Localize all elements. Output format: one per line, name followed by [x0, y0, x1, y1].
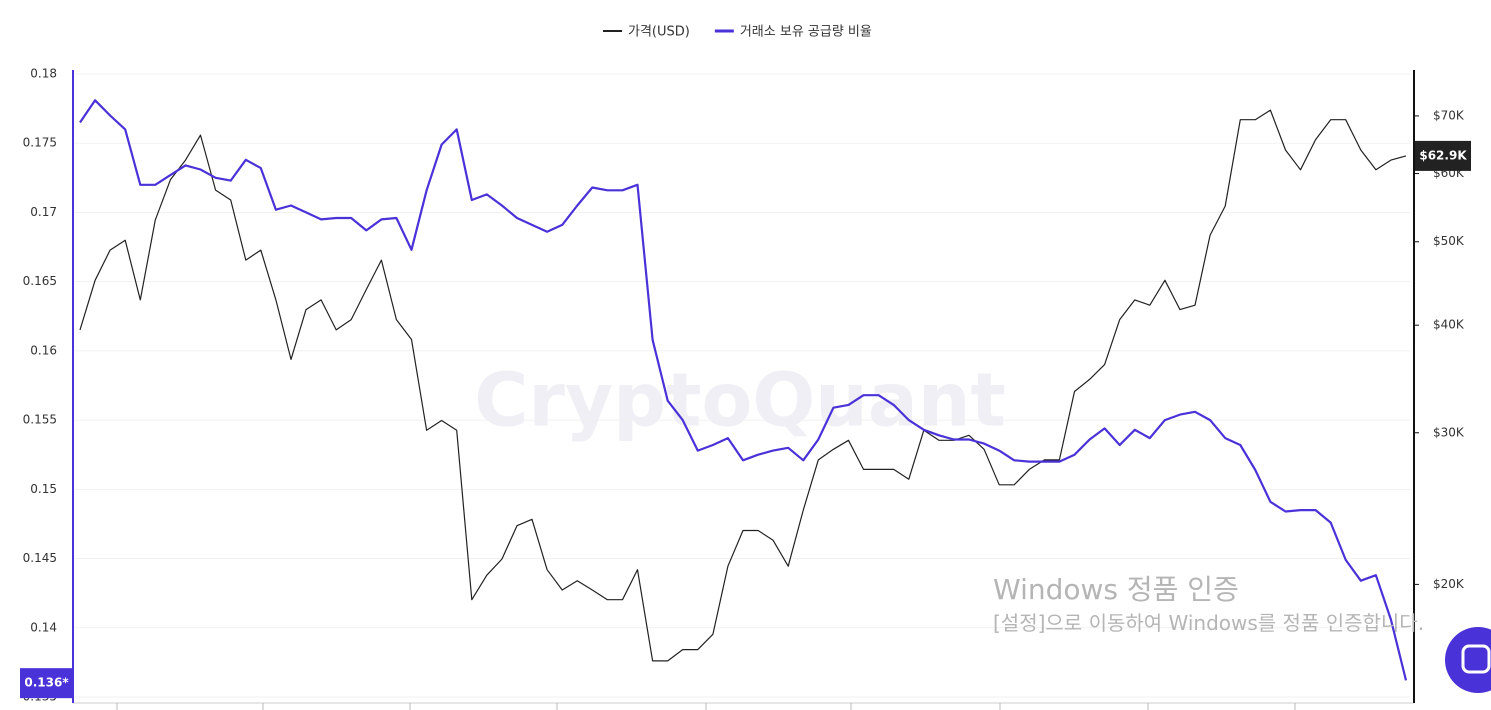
- y-tick-label: 0.14: [30, 620, 57, 634]
- y2-tick-label: $50K: [1433, 234, 1465, 248]
- chat-icon: [1461, 644, 1491, 674]
- y2-tick-label: $70K: [1433, 108, 1465, 122]
- value-badge-label: 0.136*: [24, 676, 69, 690]
- legend-label: 거래소 보유 공급량 비율: [740, 25, 872, 40]
- y2-tick-label: $30K: [1433, 425, 1465, 439]
- legend-label: 가격(USD): [628, 25, 690, 40]
- activation-body: [설정]으로 이동하여 Windows를 정품 인증합니다.: [993, 611, 1425, 635]
- y2-tick-label: $20K: [1433, 577, 1465, 591]
- y-tick-label: 0.16: [30, 343, 57, 357]
- value-badge: [1415, 140, 1471, 171]
- y-tick-label: 0.15: [30, 482, 57, 496]
- y2-tick-label: $40K: [1433, 318, 1465, 332]
- y-tick-label: 0.155: [23, 413, 57, 427]
- series-line: [79, 109, 1407, 662]
- grid: [73, 73, 1410, 698]
- y-tick-label: 0.18: [30, 67, 57, 81]
- y-tick-label: 0.165: [23, 274, 57, 288]
- y-tick-label: 0.145: [23, 551, 57, 565]
- value-badge: [20, 668, 73, 699]
- watermark: CryptoQuant: [474, 358, 1006, 444]
- y-tick-label: 0.17: [30, 205, 57, 219]
- x-ticks: [116, 703, 1296, 710]
- value-badge-label: $62.9K: [1419, 148, 1467, 162]
- activation-title: Windows 정품 인증: [993, 573, 1239, 606]
- chat-button[interactable]: [1445, 627, 1491, 693]
- y-tick-label: 0.175: [23, 136, 57, 150]
- series-line: [79, 99, 1408, 681]
